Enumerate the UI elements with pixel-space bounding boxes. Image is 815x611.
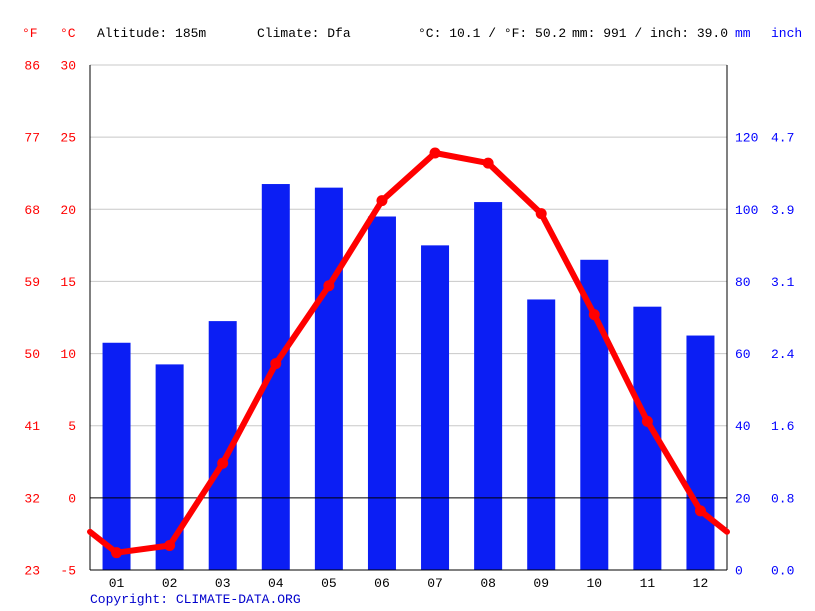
tick-label-inch: 3.1: [771, 275, 795, 290]
tick-label-fahrenheit: 41: [24, 419, 40, 434]
temperature-point: [164, 539, 176, 551]
tick-label-mm: 100: [735, 203, 758, 218]
tick-label-mm: 60: [735, 347, 751, 362]
month-label: 01: [109, 576, 125, 591]
precipitation-bar: [474, 202, 503, 571]
tick-label-mm: 20: [735, 491, 751, 506]
month-label: 08: [480, 576, 496, 591]
tick-label-celsius: 30: [60, 59, 76, 74]
precipitation-bar: [686, 335, 715, 570]
month-label: 09: [533, 576, 549, 591]
temperature-point: [482, 157, 494, 169]
month-label: 10: [586, 576, 602, 591]
month-label: 06: [374, 576, 390, 591]
tick-label-fahrenheit: 77: [24, 131, 40, 146]
tick-label-fahrenheit: 68: [24, 203, 40, 218]
tick-label-celsius: -5: [60, 564, 76, 579]
month-label: 11: [640, 576, 656, 591]
precipitation-bar: [527, 299, 556, 570]
tick-label-mm: 120: [735, 131, 758, 146]
mm-axis-unit: mm: [735, 26, 751, 41]
month-label: 05: [321, 576, 337, 591]
climate-classification-label: Climate: Dfa: [257, 26, 351, 41]
temperature-line: [87, 150, 730, 556]
tick-label-fahrenheit: 23: [24, 564, 40, 579]
temperature-point: [641, 415, 653, 427]
temperature-point: [694, 505, 706, 517]
altitude-label: Altitude: 185m: [97, 26, 207, 41]
tick-label-fahrenheit: 59: [24, 275, 40, 290]
temperature-point: [323, 280, 335, 292]
precipitation-bar: [102, 342, 131, 570]
climate-data-org-link[interactable]: CLIMATE-DATA.ORG: [175, 592, 301, 607]
month-label: 03: [215, 576, 231, 591]
temperature-point: [111, 547, 123, 559]
month-label: 12: [693, 576, 709, 591]
precipitation-bar: [155, 364, 184, 570]
tick-label-mm: 80: [735, 275, 751, 290]
tick-label-celsius: 10: [60, 347, 76, 362]
temperature-point: [535, 208, 547, 220]
tick-label-inch: 3.9: [771, 203, 794, 218]
tick-label-celsius: 5: [68, 419, 76, 434]
month-label: 04: [268, 576, 284, 591]
tick-label-mm: 0: [735, 564, 743, 579]
copyright-label: Copyright:: [90, 592, 176, 607]
temperature-point: [217, 457, 229, 469]
month-label: 02: [162, 576, 178, 591]
tick-label-inch: 4.7: [771, 131, 794, 146]
tick-label-inch: 0.0: [771, 564, 794, 579]
tick-label-inch: 1.6: [771, 419, 794, 434]
tick-label-celsius: 25: [60, 131, 76, 146]
precipitation-bar: [314, 187, 343, 570]
celsius-axis-unit: °C: [60, 26, 76, 41]
fahrenheit-axis-unit: °F: [22, 26, 38, 41]
tick-label-celsius: 0: [68, 491, 76, 506]
precipitation-bar: [580, 259, 609, 570]
tick-label-fahrenheit: 86: [24, 59, 40, 74]
annual-precipitation-label: mm: 991 / inch: 39.0: [572, 26, 729, 41]
temperature-point: [588, 309, 600, 321]
tick-label-mm: 40: [735, 419, 751, 434]
tick-label-celsius: 20: [60, 203, 76, 218]
mean-temperature-label: °C: 10.1 / °F: 50.2: [418, 26, 567, 41]
tick-label-fahrenheit: 50: [24, 347, 40, 362]
precipitation-bar: [367, 216, 396, 570]
tick-label-inch: 2.4: [771, 347, 795, 362]
tick-label-inch: 0.8: [771, 491, 794, 506]
precipitation-bar: [421, 245, 450, 570]
temperature-point: [270, 358, 282, 370]
tick-label-fahrenheit: 32: [24, 491, 40, 506]
temperature-point: [376, 195, 388, 207]
temperature-point: [429, 147, 441, 159]
month-label: 07: [427, 576, 443, 591]
copyright: Copyright: CLIMATE-DATA.ORG: [90, 592, 301, 607]
inch-axis-unit: inch: [771, 26, 803, 41]
tick-label-celsius: 15: [60, 275, 76, 290]
